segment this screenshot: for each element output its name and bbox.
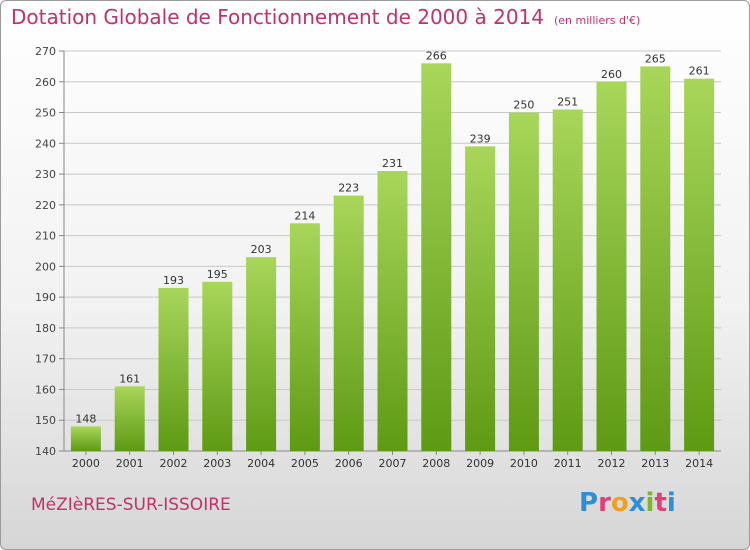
logo-letter: P xyxy=(579,488,599,518)
bar xyxy=(70,426,101,451)
data-label: 203 xyxy=(251,243,272,256)
y-tick-label: 160 xyxy=(35,383,56,396)
x-tick-label: 2002 xyxy=(160,457,188,470)
y-tick-label: 220 xyxy=(35,199,56,212)
y-tick-label: 140 xyxy=(35,445,56,458)
x-tick-label: 2011 xyxy=(554,457,582,470)
x-tick-label: 2003 xyxy=(203,457,231,470)
bar xyxy=(596,81,627,452)
x-tick-label: 2012 xyxy=(598,457,626,470)
x-tick-label: 2014 xyxy=(685,457,713,470)
logo-letter: o xyxy=(610,488,629,518)
y-tick-label: 180 xyxy=(35,322,56,335)
data-label: 261 xyxy=(689,65,710,78)
chart-title-text: Dotation Globale de Fonctionnement de 20… xyxy=(11,5,544,29)
data-label: 214 xyxy=(294,209,315,222)
data-label: 195 xyxy=(207,268,228,281)
data-label: 260 xyxy=(601,68,622,81)
town-name: MéZIèRES-SUR-ISSOIRE xyxy=(31,495,231,515)
data-label: 231 xyxy=(382,157,403,170)
y-tick-label: 170 xyxy=(35,353,56,366)
y-tick-label: 210 xyxy=(35,230,56,243)
proxiti-logo: Proxiti xyxy=(579,488,676,518)
bar xyxy=(684,78,715,451)
y-tick-label: 260 xyxy=(35,76,56,89)
x-tick-label: 2001 xyxy=(116,457,144,470)
data-label: 239 xyxy=(470,132,491,145)
bar xyxy=(640,66,671,451)
data-label: 148 xyxy=(75,412,96,425)
bar xyxy=(158,287,189,451)
bar xyxy=(552,109,583,451)
x-tick-label: 2010 xyxy=(510,457,538,470)
x-tick-label: 2013 xyxy=(641,457,669,470)
chart-subtitle: (en milliers d'€) xyxy=(554,14,641,27)
x-tick-label: 2000 xyxy=(72,457,100,470)
x-tick-label: 2008 xyxy=(422,457,450,470)
data-label: 250 xyxy=(513,99,534,112)
bar xyxy=(421,63,452,452)
data-label: 161 xyxy=(119,372,140,385)
logo-letter: x xyxy=(628,488,646,518)
x-tick-label: 2004 xyxy=(247,457,275,470)
y-tick-label: 190 xyxy=(35,291,56,304)
data-label: 193 xyxy=(163,274,184,287)
bar xyxy=(465,146,496,451)
logo-letter: t xyxy=(654,488,667,518)
data-label: 266 xyxy=(426,49,447,62)
bar xyxy=(333,195,364,451)
y-tick-label: 150 xyxy=(35,414,56,427)
x-tick-label: 2006 xyxy=(335,457,363,470)
x-tick-label: 2009 xyxy=(466,457,494,470)
y-tick-label: 240 xyxy=(35,137,56,150)
x-tick-label: 2007 xyxy=(379,457,407,470)
chart-title: Dotation Globale de Fonctionnement de 20… xyxy=(11,5,640,29)
data-label: 251 xyxy=(557,95,578,108)
logo-letter: r xyxy=(598,488,611,518)
y-tick-label: 250 xyxy=(35,107,56,120)
y-tick-label: 230 xyxy=(35,168,56,181)
bar xyxy=(289,223,320,451)
logo-letter: i xyxy=(666,488,676,518)
data-label: 223 xyxy=(338,182,359,195)
bar xyxy=(377,171,408,451)
bar xyxy=(202,281,233,451)
bar xyxy=(114,386,145,451)
logo-letter: i xyxy=(645,488,655,518)
bar xyxy=(508,112,539,452)
y-tick-label: 270 xyxy=(35,45,56,58)
x-tick-label: 2005 xyxy=(291,457,319,470)
y-tick-label: 200 xyxy=(35,260,56,273)
data-label: 265 xyxy=(645,52,666,65)
bar xyxy=(246,257,277,451)
